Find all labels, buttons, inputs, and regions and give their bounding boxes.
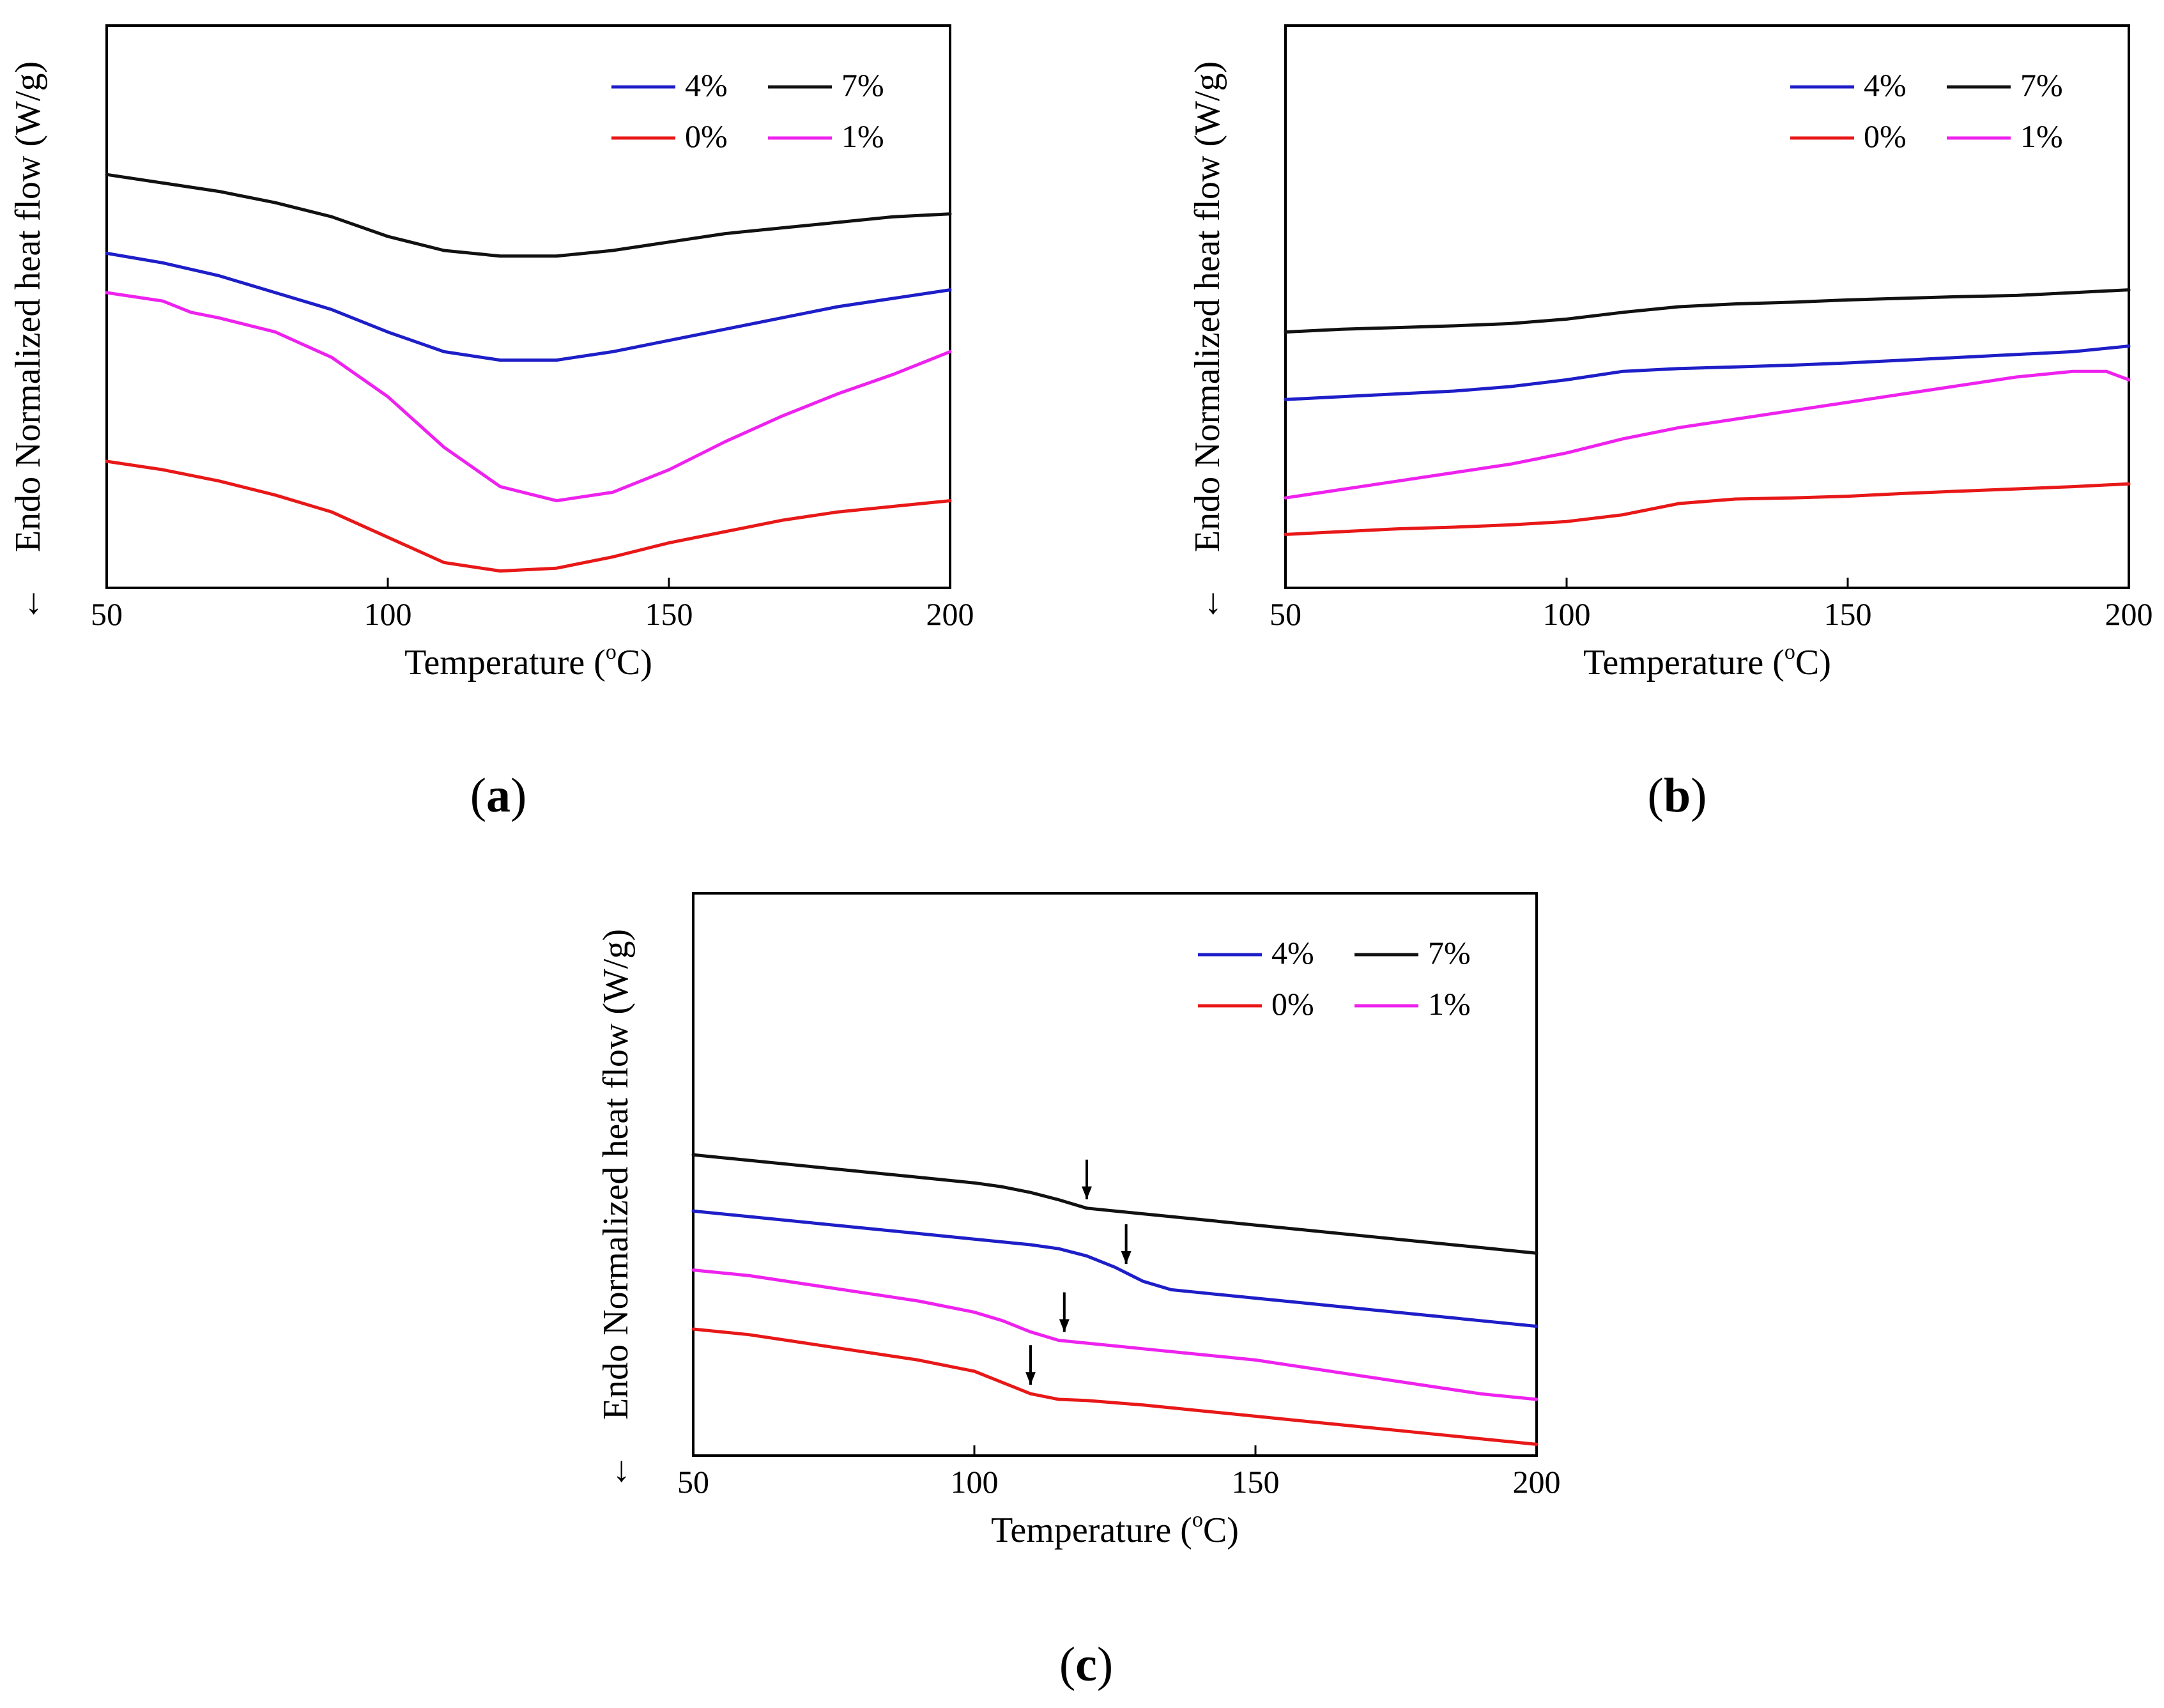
plot-frame [1284, 24, 2130, 589]
x-tick-labels: 50 100 150 200 [677, 1464, 1561, 1500]
y-axis-arrow: ← [1188, 586, 1227, 622]
chart-panel-c: 50 100 150 200 Temperature (oC) Endo Normal… [596, 892, 1561, 1691]
y-axis-title: Endo Normalized heat flow (W/g) [1188, 61, 1227, 552]
x-axis-title: Temperature (oC) [404, 640, 652, 682]
x-axis-ticks [692, 1445, 1538, 1456]
series-line-4pct [691, 1209, 1539, 1328]
x-tick-label: 150 [1232, 1464, 1280, 1500]
series-line-4pct [105, 251, 952, 362]
x-tick-label: 150 [1824, 596, 1872, 632]
curves [105, 173, 952, 573]
legend-label-4pct: 4% [685, 67, 728, 103]
y-axis-title: Endo Normalized heat flow (W/g) [596, 929, 636, 1420]
legend-label-7pct: 7% [2020, 67, 2063, 103]
legend: 4% 7% 0% 1% [1198, 935, 1471, 1022]
series-line-4pct [1284, 344, 2131, 401]
transition-arrow-head [1025, 1372, 1036, 1385]
legend-label-7pct: 7% [1428, 935, 1471, 971]
y-axis-title: Endo Normalized heat flow (W/g) [8, 61, 48, 552]
plot-frame [105, 24, 951, 589]
legend-label-0pct: 0% [1271, 986, 1314, 1022]
legend-label-1pct: 1% [2020, 118, 2063, 154]
x-tick-labels: 50 100 150 200 [91, 596, 974, 632]
x-tick-label: 200 [2105, 596, 2153, 632]
y-axis-arrow: ← [596, 1454, 636, 1489]
legend: 4% 7% 0% 1% [611, 67, 884, 154]
x-tick-label: 50 [1270, 596, 1301, 632]
legend-label-4pct: 4% [1271, 935, 1314, 971]
series-line-1pct [1284, 369, 2131, 500]
x-tick-label: 100 [951, 1464, 999, 1500]
chart-panel-b: 50 100 150 200 Temperature (oC) Endo Normal… [1188, 24, 2153, 822]
transition-arrow-head [1082, 1186, 1092, 1199]
legend: 4% 7% 0% 1% [1790, 67, 2063, 154]
series-line-0pct [105, 459, 952, 573]
x-axis-ticks [105, 578, 951, 588]
plot-frame [692, 892, 1538, 1457]
x-tick-label: 50 [91, 596, 123, 632]
x-tick-label: 100 [364, 596, 412, 632]
legend-label-4pct: 4% [1864, 67, 1907, 103]
x-tick-labels: 50 100 150 200 [1270, 596, 2153, 632]
panel-label-c: (c) [1059, 1638, 1113, 1691]
series-line-0pct [691, 1327, 1539, 1446]
transition-arrow-head [1121, 1251, 1132, 1264]
panel-label-a: (a) [470, 769, 527, 822]
x-tick-label: 100 [1543, 596, 1591, 632]
legend-label-7pct: 7% [841, 67, 884, 103]
legend-label-1pct: 1% [1428, 986, 1471, 1022]
legend-label-0pct: 0% [685, 118, 728, 154]
x-axis-ticks [1284, 578, 2130, 588]
transition-arrow-head [1059, 1319, 1070, 1332]
curves [691, 1153, 1539, 1446]
y-axis-arrow: ← [8, 586, 48, 622]
x-tick-label: 50 [677, 1464, 709, 1500]
x-tick-label: 200 [1513, 1464, 1561, 1500]
x-axis-title: Temperature (oC) [991, 1508, 1239, 1550]
panel-label-b: (b) [1648, 769, 1707, 822]
x-tick-label: 150 [645, 596, 693, 632]
transition-markers [1025, 1159, 1132, 1385]
series-line-1pct [105, 291, 952, 503]
legend-label-0pct: 0% [1864, 118, 1907, 154]
legend-label-1pct: 1% [841, 118, 884, 154]
series-line-7pct [1284, 288, 2131, 334]
x-axis-title: Temperature (oC) [1583, 640, 1831, 682]
chart-panel-a: 50 100 150 200 Temperature (oC) Endo Normal… [8, 24, 974, 822]
series-line-7pct [105, 173, 952, 258]
series-line-1pct [691, 1268, 1539, 1401]
x-tick-label: 200 [926, 596, 974, 632]
curves [1284, 288, 2131, 536]
series-line-7pct [691, 1153, 1539, 1255]
series-line-0pct [1284, 482, 2131, 536]
